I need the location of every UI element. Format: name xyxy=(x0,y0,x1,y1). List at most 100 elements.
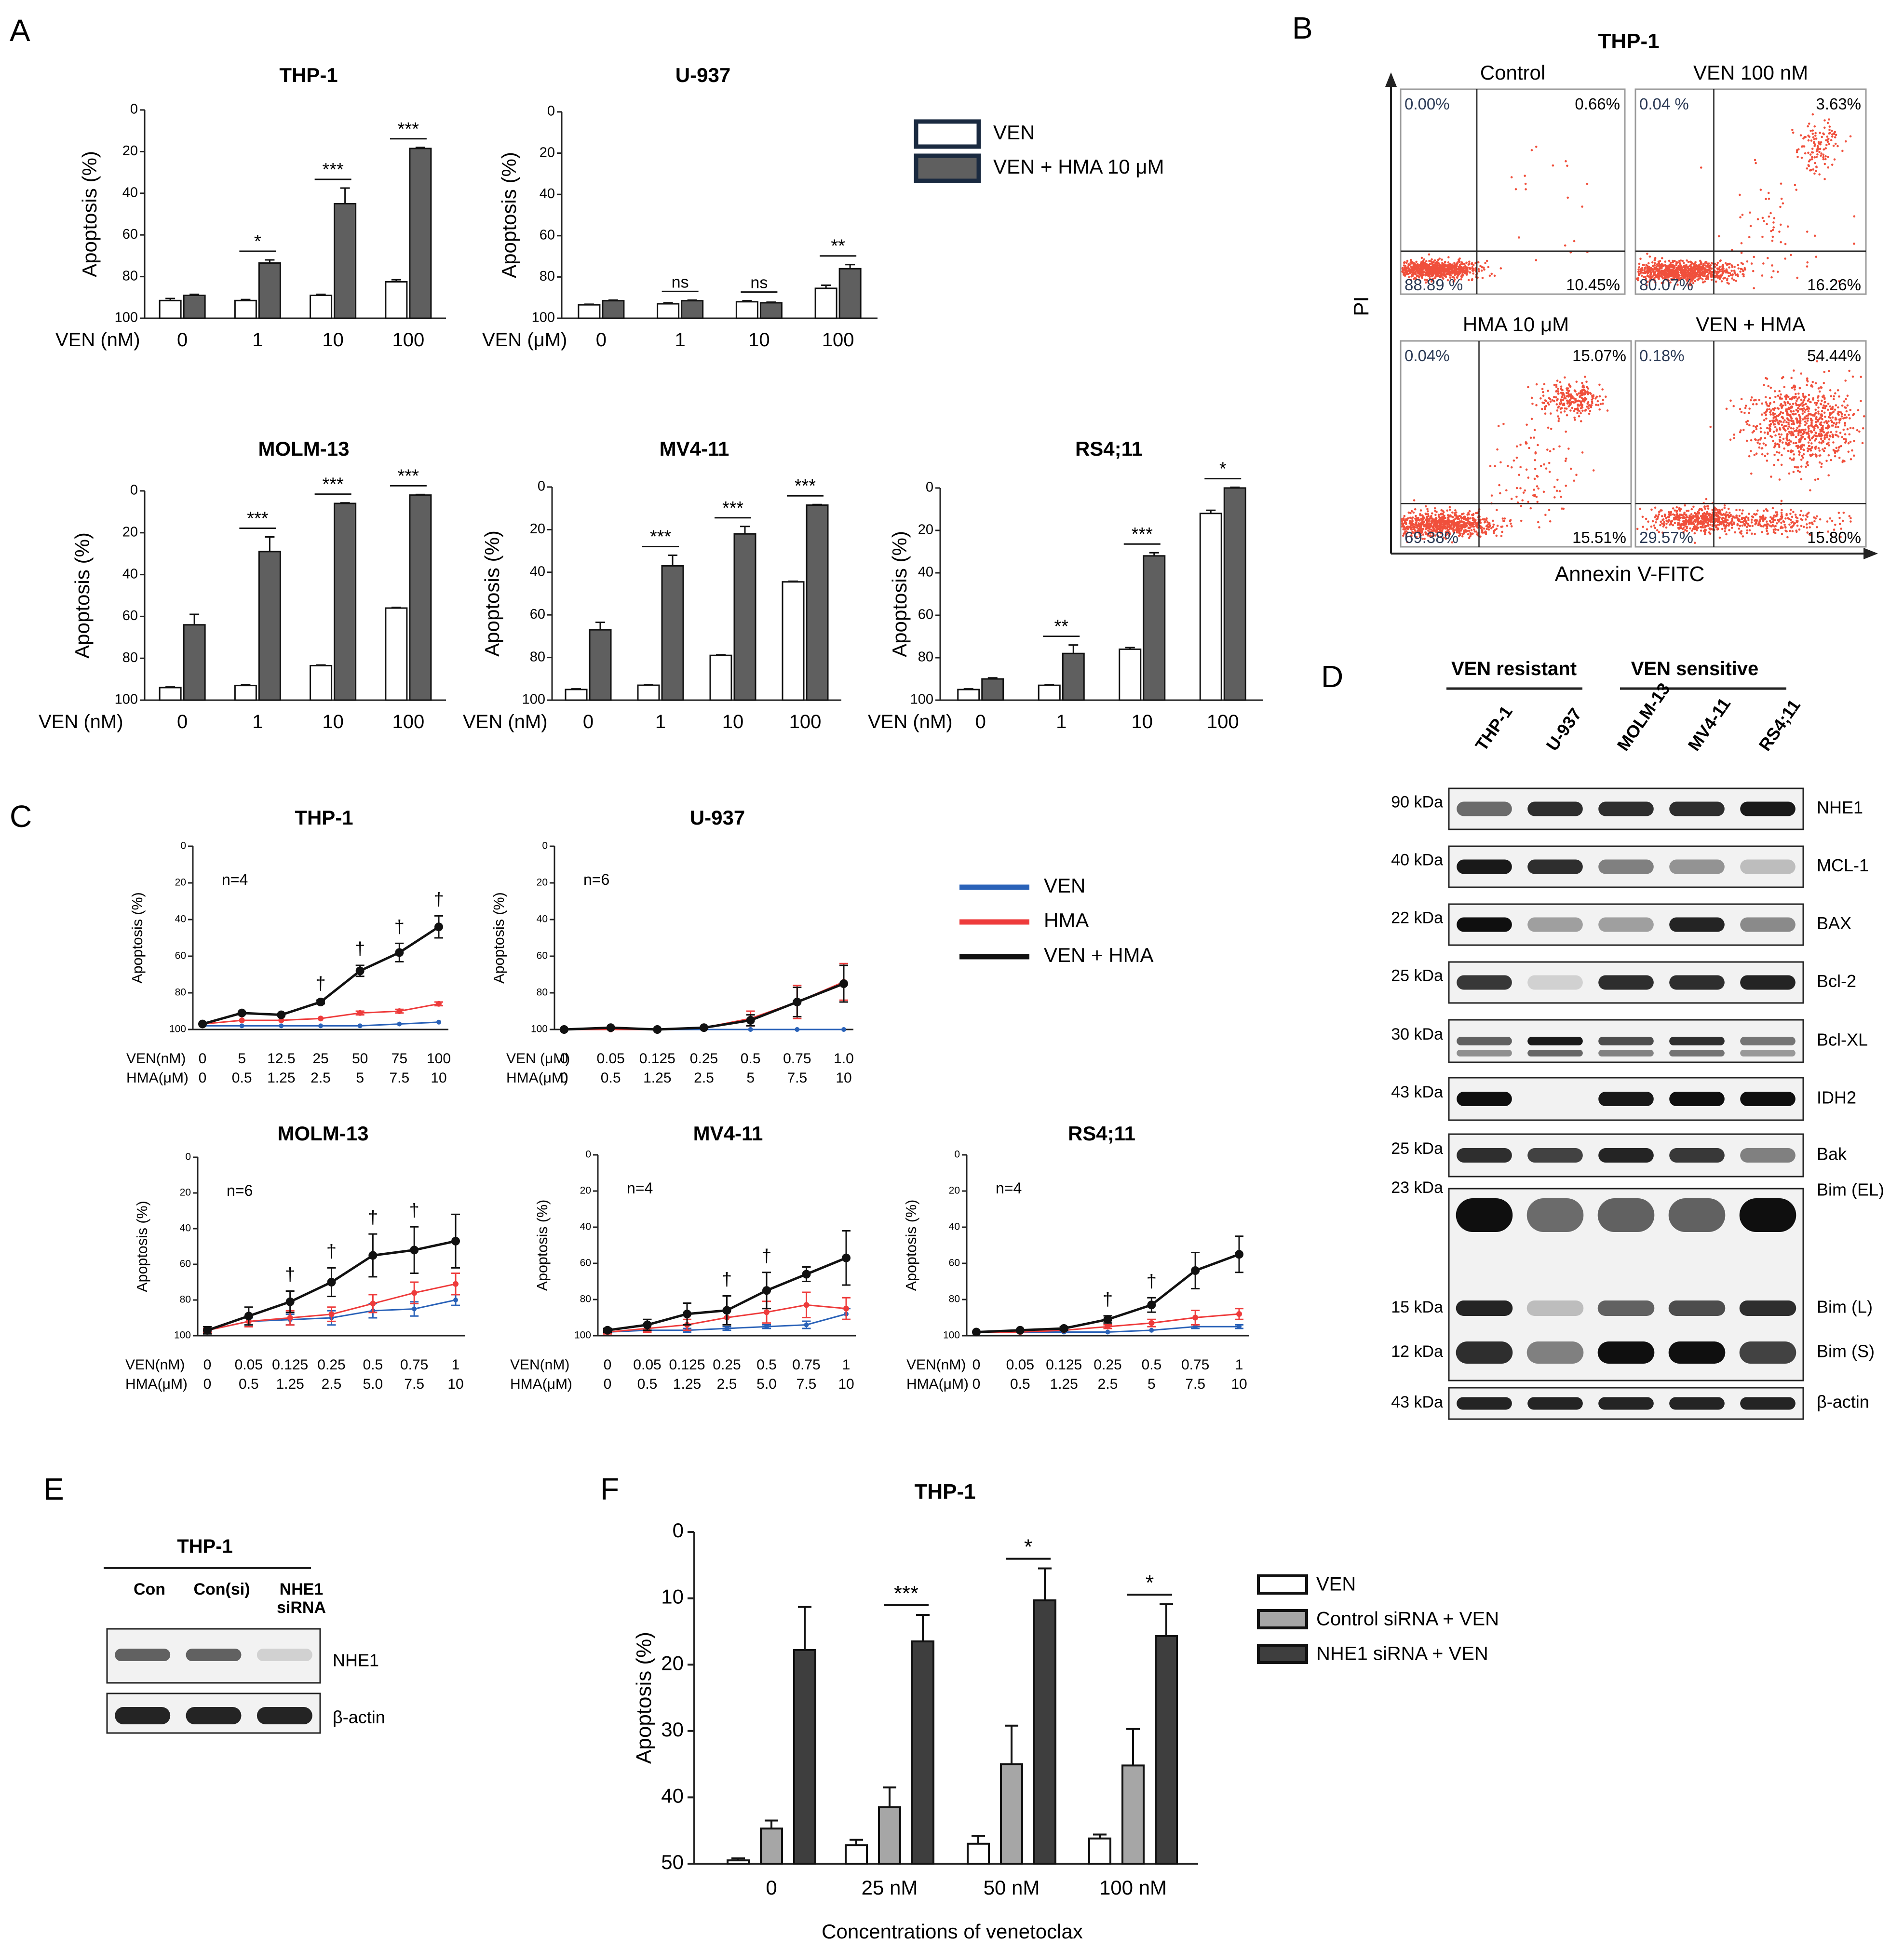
event-dot xyxy=(1421,265,1424,268)
blot-band xyxy=(1526,1300,1584,1316)
event-dot xyxy=(1581,386,1584,388)
event-dot xyxy=(1799,514,1802,516)
event-dot xyxy=(1591,394,1593,397)
event-dot xyxy=(1762,509,1765,512)
event-dot xyxy=(1753,454,1756,456)
event-dot xyxy=(1427,510,1429,513)
event-dot xyxy=(1435,526,1438,528)
event-dot xyxy=(1636,528,1639,530)
event-dot xyxy=(1748,412,1751,414)
event-dot xyxy=(1449,266,1452,269)
event-dot xyxy=(1814,454,1817,456)
event-dot xyxy=(1582,393,1585,396)
event-dot xyxy=(1485,519,1488,522)
event-dot xyxy=(1728,262,1731,265)
event-dot xyxy=(1780,411,1782,414)
event-dot xyxy=(1830,459,1832,461)
event-dot xyxy=(1807,413,1810,416)
event-dot xyxy=(1426,524,1429,527)
blot-band xyxy=(1740,975,1796,990)
row1-label: VEN(nM) xyxy=(126,1051,186,1067)
event-dot xyxy=(1565,160,1567,162)
event-dot xyxy=(1415,268,1418,270)
event-dot xyxy=(1800,525,1803,528)
event-dot xyxy=(1585,398,1588,400)
event-dot xyxy=(1535,496,1538,498)
event-dot xyxy=(1769,435,1772,437)
event-dot xyxy=(1793,422,1796,425)
event-dot xyxy=(1806,377,1809,380)
event-dot xyxy=(1697,517,1700,520)
event-dot xyxy=(1533,436,1535,439)
event-dot xyxy=(1773,390,1776,393)
event-dot xyxy=(1836,434,1838,437)
event-dot xyxy=(1459,272,1461,275)
quadrant-lr: 10.45% xyxy=(1566,276,1620,294)
event-dot xyxy=(1823,401,1826,404)
event-dot xyxy=(1832,410,1835,413)
event-dot xyxy=(1570,393,1572,396)
event-dot xyxy=(1580,412,1582,415)
event-dot xyxy=(1839,432,1842,434)
event-dot xyxy=(1440,270,1443,273)
event-dot xyxy=(1831,519,1834,522)
event-dot xyxy=(1586,183,1589,185)
event-dot xyxy=(1758,399,1761,401)
event-dot xyxy=(1832,436,1834,438)
blot-band xyxy=(1740,1092,1796,1106)
event-dot xyxy=(1487,266,1490,269)
event-dot xyxy=(1849,427,1852,429)
event-dot xyxy=(1583,400,1586,403)
event-dot xyxy=(1706,505,1709,508)
event-dot xyxy=(1468,522,1471,525)
event-dot xyxy=(1781,509,1783,512)
event-dot xyxy=(1788,443,1791,446)
event-dot xyxy=(1743,267,1746,270)
event-dot xyxy=(1411,274,1414,277)
event-dot xyxy=(1405,271,1408,274)
event-dot xyxy=(1742,273,1744,276)
event-dot xyxy=(1674,270,1676,272)
event-dot xyxy=(1809,455,1812,457)
event-dot xyxy=(1424,512,1427,515)
event-dot xyxy=(1448,506,1451,508)
event-dot xyxy=(1806,230,1809,233)
event-dot xyxy=(1468,529,1471,532)
event-dot xyxy=(1809,413,1812,416)
event-dot xyxy=(1834,136,1836,139)
event-dot xyxy=(1453,276,1456,279)
event-dot xyxy=(1838,516,1841,519)
quadrant-lr: 15.51% xyxy=(1572,528,1626,546)
event-dot xyxy=(1431,274,1433,276)
event-dot xyxy=(1794,388,1796,391)
event-dot xyxy=(1429,269,1431,271)
event-dot xyxy=(1446,270,1449,272)
event-dot xyxy=(1834,392,1836,395)
event-dot xyxy=(1707,277,1710,280)
event-dot xyxy=(1789,529,1791,532)
kda-label: 43 kDa xyxy=(1391,1083,1443,1101)
event-dot xyxy=(1819,518,1822,521)
row2-value: 0.5 xyxy=(232,1070,252,1086)
event-dot xyxy=(1760,525,1763,528)
y-tick-label: 0 xyxy=(547,104,555,119)
event-dot xyxy=(1827,474,1830,477)
event-dot xyxy=(1780,241,1782,244)
event-dot xyxy=(1651,520,1654,523)
event-dot xyxy=(1419,273,1422,276)
event-dot xyxy=(1788,517,1791,520)
event-dot xyxy=(1761,274,1764,277)
event-dot xyxy=(1834,418,1837,421)
event-dot xyxy=(1848,433,1851,436)
blot-band xyxy=(1740,1148,1796,1163)
event-dot xyxy=(1827,431,1830,433)
event-dot xyxy=(1558,490,1561,493)
x-tick-label: 10 xyxy=(722,711,744,732)
event-dot xyxy=(1558,445,1561,448)
event-dot xyxy=(1829,389,1832,392)
event-dot xyxy=(1439,518,1442,521)
event-dot xyxy=(1448,274,1451,277)
x-tick-label: 1 xyxy=(252,329,263,351)
event-dot xyxy=(1788,425,1791,428)
